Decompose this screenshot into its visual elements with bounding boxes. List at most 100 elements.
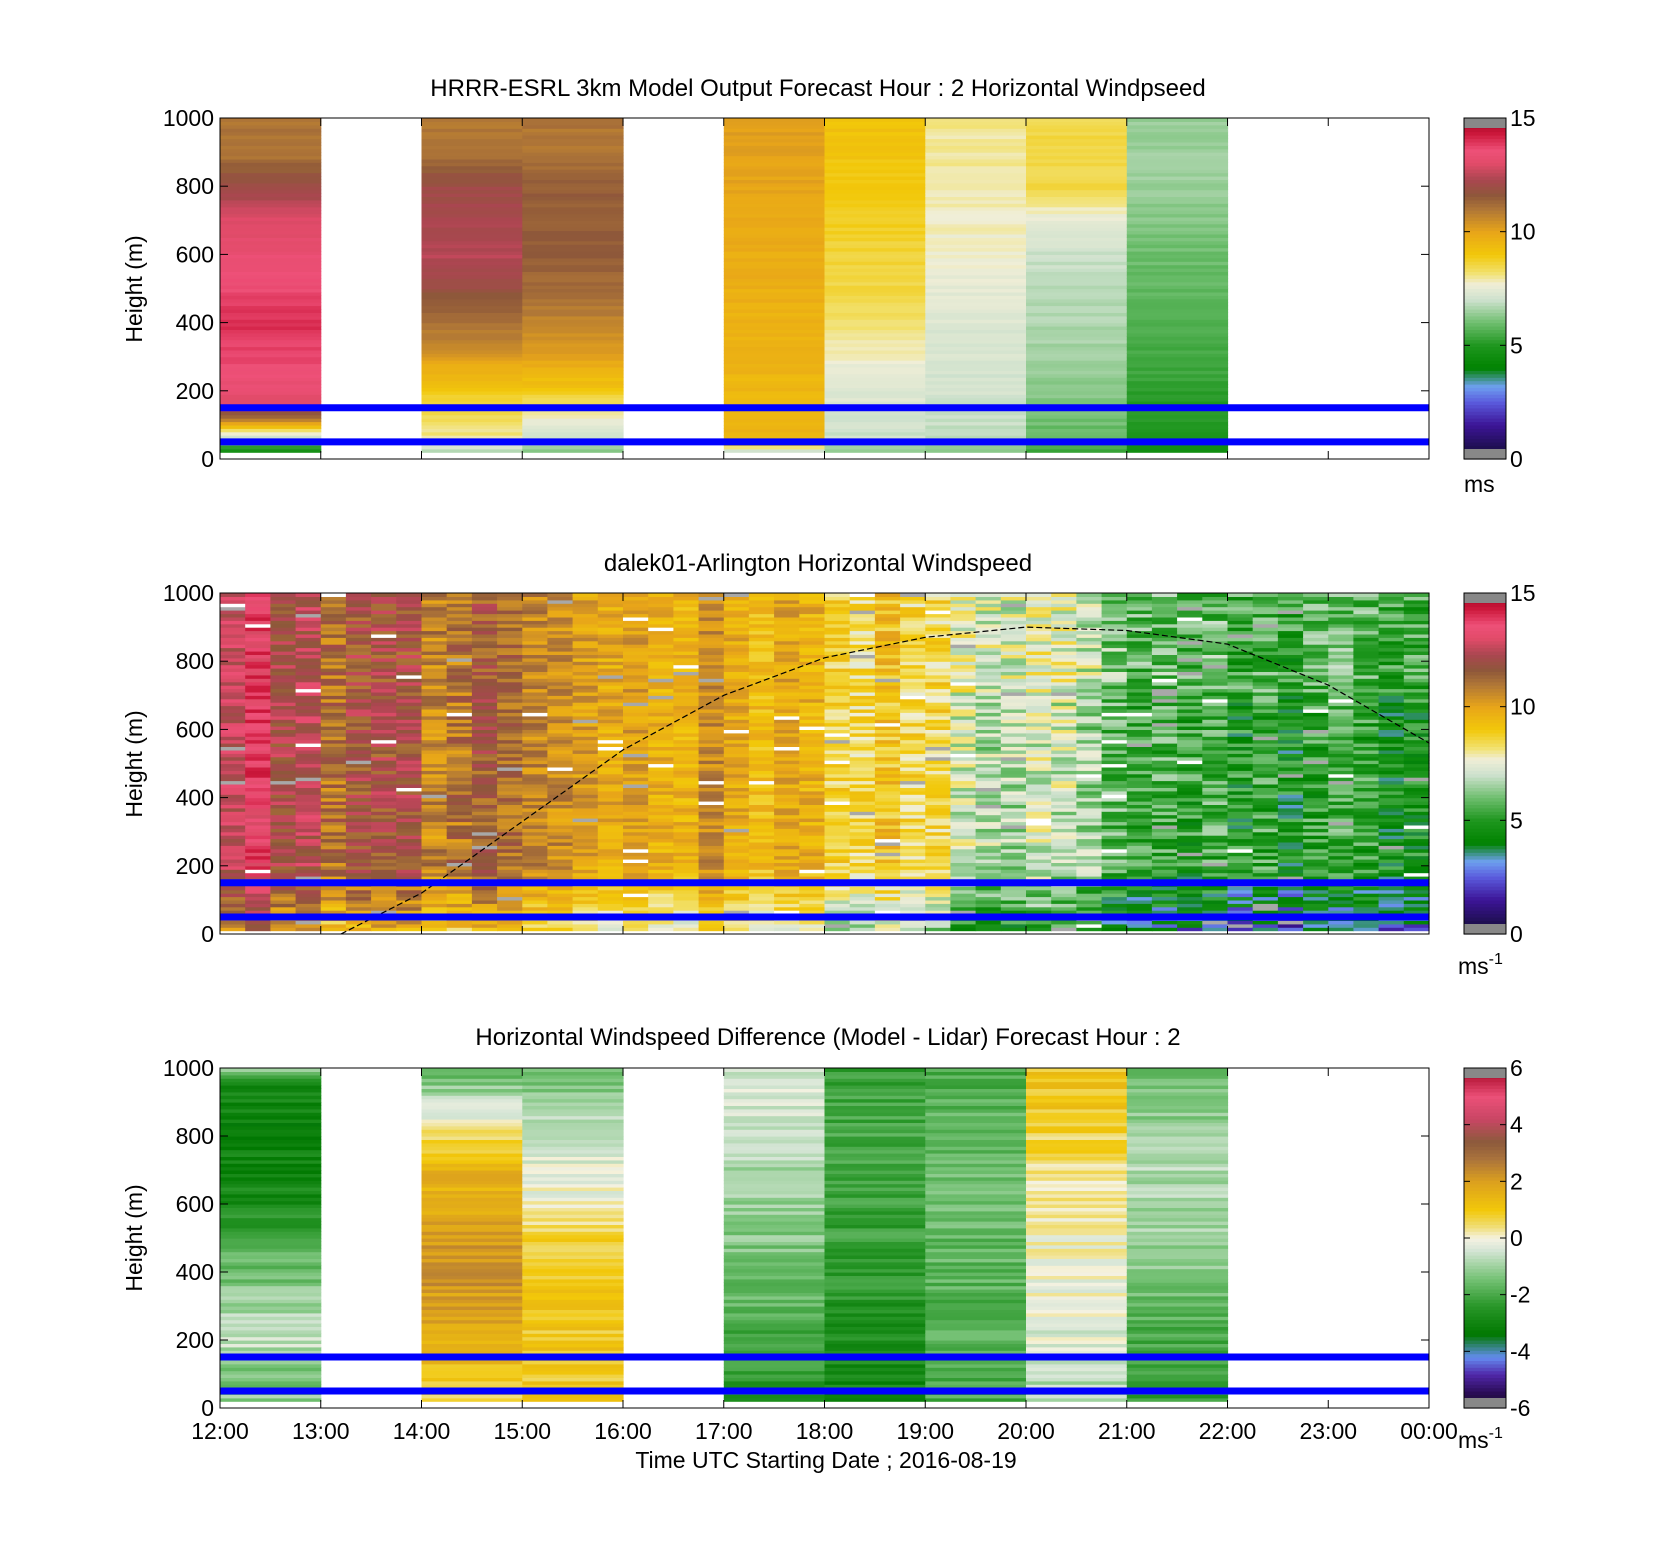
heatmap-cell: [900, 801, 926, 805]
heatmap-cell: [774, 633, 800, 638]
heatmap-cell: [673, 698, 700, 703]
heatmap-cell: [900, 633, 926, 638]
heatmap-cell: [1202, 593, 1229, 597]
heatmap-cell: [1026, 702, 1052, 707]
heatmap-cell: [497, 637, 523, 642]
heatmap-cell: [522, 206, 624, 211]
heatmap-cell: [1126, 828, 1153, 833]
heatmap-cell: [975, 746, 1002, 751]
heatmap-cell: [1101, 760, 1128, 765]
heatmap-cell: [572, 797, 599, 802]
heatmap-cell: [824, 715, 851, 720]
heatmap-cell: [824, 162, 926, 167]
heatmap-cell: [497, 664, 523, 669]
heatmap-cell: [1051, 599, 1077, 604]
heatmap-cell: [1177, 814, 1203, 819]
heatmap-cell: [371, 603, 397, 608]
heatmap-cell: [925, 923, 952, 928]
heatmap-cell: [320, 848, 347, 853]
heatmap-cell: [648, 801, 674, 805]
heatmap-cell: [421, 220, 523, 225]
heatmap-cell: [371, 616, 397, 621]
heatmap-cell: [220, 702, 246, 707]
heatmap-cell: [295, 886, 322, 891]
heatmap-cell: [220, 889, 246, 894]
heatmap-cell: [396, 685, 423, 690]
heatmap-cell: [1076, 831, 1103, 836]
colorbar-segment: [1464, 162, 1506, 167]
heatmap-cell: [295, 736, 322, 741]
heatmap-cell: [1026, 794, 1052, 799]
heatmap-cell: [1126, 264, 1229, 269]
heatmap-cell: [421, 380, 523, 385]
heatmap-cell: [698, 705, 725, 710]
heatmap-cell: [572, 872, 599, 877]
heatmap-cell: [220, 176, 322, 180]
heatmap-cell: [497, 906, 523, 911]
heatmap-cell: [1126, 872, 1153, 877]
heatmap-cell: [799, 732, 826, 737]
heatmap-cell: [1076, 784, 1103, 788]
heatmap-cell: [799, 729, 826, 734]
heatmap-cell: [270, 852, 297, 857]
heatmap-cell: [396, 715, 423, 720]
heatmap-cell: [1026, 394, 1128, 399]
heatmap-cell: [1101, 719, 1128, 724]
heatmap-cell: [723, 722, 750, 727]
heatmap-cell: [748, 603, 775, 608]
heatmap-cell: [572, 824, 599, 829]
heatmap-cell: [1026, 312, 1128, 317]
heatmap-cell: [320, 722, 347, 727]
heatmap-cell: [421, 831, 448, 836]
heatmap-cell: [522, 291, 624, 296]
heatmap-cell: [698, 708, 725, 713]
colorbar-segment: [1464, 326, 1506, 330]
heatmap-cell: [673, 726, 700, 730]
heatmap-cell: [245, 899, 271, 904]
heatmap-cell: [371, 722, 397, 727]
heatmap-cell: [471, 821, 498, 826]
heatmap-cell: [220, 685, 246, 690]
heatmap-cell: [1026, 593, 1052, 597]
heatmap-cell: [1177, 923, 1203, 928]
heatmap-cell: [1126, 855, 1153, 860]
heatmap-cell: [1026, 343, 1128, 348]
heatmap-cell: [723, 691, 750, 696]
colorbar-segment: [1464, 421, 1506, 426]
heatmap-cell: [975, 610, 1002, 615]
heatmap-cell: [849, 708, 876, 713]
heatmap-cell: [925, 671, 952, 676]
heatmap-cell: [1076, 719, 1103, 724]
heatmap-cell: [1026, 647, 1052, 652]
heatmap-cell: [1126, 172, 1229, 177]
heatmap-cell: [824, 261, 926, 266]
heatmap-cell: [698, 685, 725, 690]
heatmap-cell: [597, 674, 624, 679]
heatmap-cell: [975, 780, 1002, 785]
heatmap-cell: [421, 593, 448, 597]
heatmap-cell: [1227, 671, 1254, 676]
heatmap-cell: [648, 859, 674, 863]
heatmap-cell: [1177, 623, 1203, 628]
heatmap-cell: [925, 169, 1027, 174]
heatmap-cell: [1227, 841, 1254, 846]
heatmap-cell: [220, 855, 246, 860]
heatmap-cell: [1126, 244, 1229, 249]
heatmap-cell: [1026, 678, 1052, 683]
heatmap-cell: [774, 865, 800, 870]
heatmap-cell: [1202, 640, 1229, 645]
heatmap-cell: [1051, 865, 1077, 870]
heatmap-cell: [245, 736, 271, 741]
heatmap-cell: [824, 797, 851, 802]
heatmap-cell: [799, 664, 826, 669]
heatmap-cell: [748, 818, 775, 823]
heatmap-cell: [1101, 593, 1128, 597]
heatmap-cell: [824, 349, 926, 354]
heatmap-cell: [950, 893, 977, 898]
heatmap-cell: [522, 298, 624, 303]
heatmap-cell: [698, 654, 725, 659]
heatmap-cell: [874, 804, 901, 809]
heatmap-cell: [522, 712, 549, 717]
heatmap-cell: [1076, 927, 1103, 932]
heatmap-cell: [1227, 889, 1254, 894]
